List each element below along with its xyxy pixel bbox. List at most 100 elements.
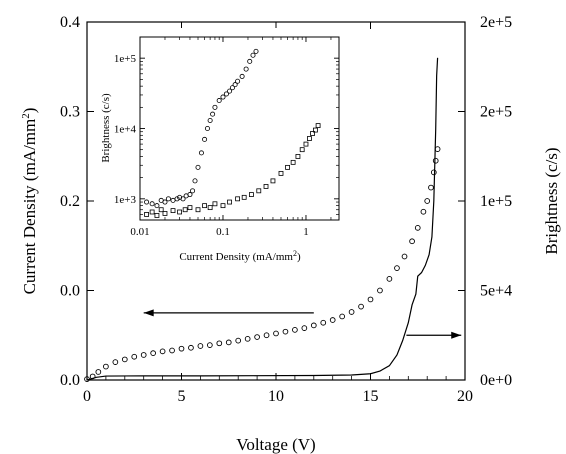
inset-square-point: [313, 127, 318, 133]
x-tick-label: 5: [178, 388, 186, 405]
current-density-point: [197, 343, 204, 349]
inset-series: [144, 48, 321, 218]
right-y-tick-label: 2e+5: [480, 14, 512, 31]
right-y-tick-label: 0e+0: [480, 372, 512, 389]
inset-circle-point: [154, 203, 160, 209]
inset-circle-point: [229, 85, 235, 91]
inset-circle-point: [243, 66, 249, 72]
inset-circle-point: [162, 199, 168, 205]
left-y-tick-label: 0.3: [60, 104, 80, 121]
main-tick-labels: 0 5 10 15 20 0.0 0.0 0.2 0.3 0.4 0e+0 5e+4 1e+5 2e+5 2…: [60, 14, 512, 405]
inset-circle-point: [239, 73, 245, 79]
current-density-point: [358, 303, 364, 310]
inset-y-tick-label: 1e+5: [114, 53, 137, 65]
x-tick-label: 10: [268, 388, 284, 405]
current-density-point: [225, 339, 232, 346]
inset-circle-point: [235, 78, 241, 84]
current-density-point: [159, 348, 166, 355]
current-density-point: [103, 363, 109, 370]
inset-square-point: [303, 141, 309, 147]
inset-square-point: [263, 184, 269, 189]
inset-square-point: [158, 207, 164, 213]
inset-circle-point: [220, 94, 226, 100]
arrow-head: [451, 331, 462, 339]
inset-circle-point: [216, 98, 222, 104]
main-ticks: [86, 21, 466, 381]
inset-square-point: [256, 188, 262, 194]
inset-square-point: [195, 207, 201, 213]
current-density-point: [188, 344, 194, 351]
inset-circle-point: [144, 199, 150, 205]
current-density-point: [263, 332, 270, 339]
inset-circle-point: [253, 48, 259, 54]
inset-circle-point: [232, 82, 238, 88]
current-density-point: [84, 376, 90, 382]
current-density-point: [131, 353, 138, 360]
inset-circle-point: [212, 104, 218, 110]
inset-circle-point: [149, 201, 155, 207]
inset-square-point: [290, 159, 296, 165]
inset-square-point: [249, 192, 254, 197]
arrow-head: [143, 309, 154, 317]
left-y-tick-label: 0.4: [60, 14, 80, 31]
inset-circle-point: [204, 126, 210, 132]
x-tick-label: 20: [457, 388, 473, 405]
inset-circle-point: [174, 196, 180, 202]
current-density-point: [386, 276, 393, 282]
inset-square-point: [187, 205, 193, 211]
inset-y-tick-label: 1e+3: [114, 194, 137, 206]
current-density-point: [432, 157, 439, 164]
inset-square-point: [162, 211, 168, 216]
main-chart: 0 5 10 15 20 0.0 0.0 0.2 0.3 0.4 0e+0 5e+4 1e+5 2e+5 2…: [20, 14, 561, 454]
current-density-point: [329, 317, 336, 323]
inset-x-tick-label: 1: [303, 226, 309, 238]
current-density-point: [95, 369, 102, 375]
current-density-point: [292, 327, 298, 333]
inset-circle-point: [202, 136, 208, 142]
inset-circle-point: [198, 150, 204, 156]
inset-circle-point: [170, 197, 176, 203]
inset-square-point: [235, 196, 241, 202]
current-density-point: [150, 350, 157, 357]
inset-chart: 0.01 0.1 1 1e+3 1e+4 1e+5 Current Density (mA…: [96, 28, 346, 273]
inset-y-axis-title: Brightness (c/s): [100, 93, 112, 163]
left-y-tick-label: 0.0: [60, 283, 80, 300]
current-density-point: [394, 265, 400, 271]
left-y-tick-label: 0.2: [60, 193, 80, 210]
inset-x-tick-label: 0.1: [216, 226, 230, 238]
current-density-point: [207, 342, 213, 348]
inset-square-point: [299, 147, 305, 153]
current-density-point: [409, 238, 415, 245]
inset-square-point: [170, 208, 176, 214]
current-density-point: [282, 328, 289, 335]
inset-square-point: [177, 209, 182, 215]
inset-circle-point: [190, 188, 196, 194]
current-density-point: [367, 296, 374, 303]
current-density-point: [401, 253, 408, 260]
inset-square-point: [202, 203, 207, 209]
inset-square-point: [310, 131, 315, 136]
right-y-tick-label: 5e+4: [480, 283, 512, 300]
right-y-axis-title: Brightness (c/s): [542, 147, 561, 254]
current-density-point: [235, 337, 242, 344]
inset-circle-point: [192, 178, 198, 184]
inset-square-point: [315, 123, 321, 128]
current-density-point: [178, 345, 185, 352]
inset-square-point: [285, 164, 290, 170]
brightness-line: [86, 57, 439, 381]
inset-circle-point: [165, 196, 171, 202]
inset-x-axis-title: Current Density (mA/mm2): [179, 249, 301, 264]
inset-circle-point: [180, 196, 186, 202]
inset-square-point: [227, 199, 232, 205]
main-series: [84, 57, 441, 382]
main-arrows: [143, 309, 462, 339]
inset-square-point: [207, 205, 213, 211]
inset-circle-point: [250, 52, 256, 58]
inset-circle-point: [187, 192, 193, 198]
right-y-tick-label: 1e+5: [480, 193, 512, 210]
inset-square-point: [154, 213, 160, 218]
current-density-point: [428, 184, 434, 191]
inset-tick-labels: 0.01 0.1 1 1e+3 1e+4 1e+5: [114, 53, 309, 238]
current-density-point: [430, 169, 437, 176]
